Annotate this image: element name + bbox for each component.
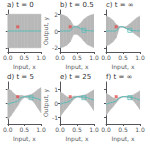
svg-text:1.0: 1.0 bbox=[89, 54, 99, 61]
svg-text:0.5: 0.5 bbox=[72, 54, 82, 61]
svg-text:0.5: 0.5 bbox=[72, 126, 82, 133]
svg-text:c) t = ∞: c) t = ∞ bbox=[106, 1, 134, 9]
svg-text:d) t = 5: d) t = 5 bbox=[7, 73, 34, 81]
svg-text:Input, x: Input, x bbox=[112, 63, 135, 71]
svg-text:0: 0 bbox=[54, 100, 58, 107]
svg-text:0.5: 0.5 bbox=[118, 126, 128, 133]
svg-text:a) t = 0: a) t = 0 bbox=[7, 1, 34, 9]
svg-text:Output, y: Output, y bbox=[42, 88, 50, 117]
svg-text:b) t = 0.5: b) t = 0.5 bbox=[60, 1, 94, 9]
svg-text:0.0: 0.0 bbox=[55, 54, 65, 61]
svg-text:0: 0 bbox=[54, 28, 58, 35]
svg-text:f) t = ∞: f) t = ∞ bbox=[106, 73, 132, 81]
svg-text:1.0: 1.0 bbox=[36, 126, 46, 133]
svg-text:0.0: 0.0 bbox=[101, 126, 111, 133]
svg-text:0.5: 0.5 bbox=[118, 54, 128, 61]
svg-text:1.0: 1.0 bbox=[135, 126, 145, 133]
svg-text:-2: -2 bbox=[52, 44, 58, 51]
svg-text:Input, x: Input, x bbox=[66, 135, 89, 143]
svg-text:e) t = 25: e) t = 25 bbox=[60, 73, 91, 81]
svg-text:0.0: 0.0 bbox=[3, 126, 13, 133]
svg-text:1: 1 bbox=[54, 86, 58, 93]
svg-text:1.0: 1.0 bbox=[89, 126, 99, 133]
svg-text:1.0: 1.0 bbox=[135, 54, 145, 61]
svg-text:0.5: 0.5 bbox=[20, 54, 30, 61]
svg-text:Output, y: Output, y bbox=[42, 16, 50, 45]
svg-text:0.0: 0.0 bbox=[55, 126, 65, 133]
svg-text:Input, x: Input, x bbox=[112, 135, 135, 143]
svg-text:0.5: 0.5 bbox=[20, 126, 30, 133]
svg-text:Input, x: Input, x bbox=[66, 63, 89, 71]
svg-text:0.0: 0.0 bbox=[3, 54, 13, 61]
svg-text:Input, x: Input, x bbox=[13, 135, 36, 143]
svg-text:1.0: 1.0 bbox=[36, 54, 46, 61]
svg-text:-1: -1 bbox=[52, 114, 58, 121]
svg-text:2: 2 bbox=[54, 11, 58, 18]
svg-text:Input, x: Input, x bbox=[13, 63, 36, 71]
svg-text:0.0: 0.0 bbox=[101, 54, 111, 61]
